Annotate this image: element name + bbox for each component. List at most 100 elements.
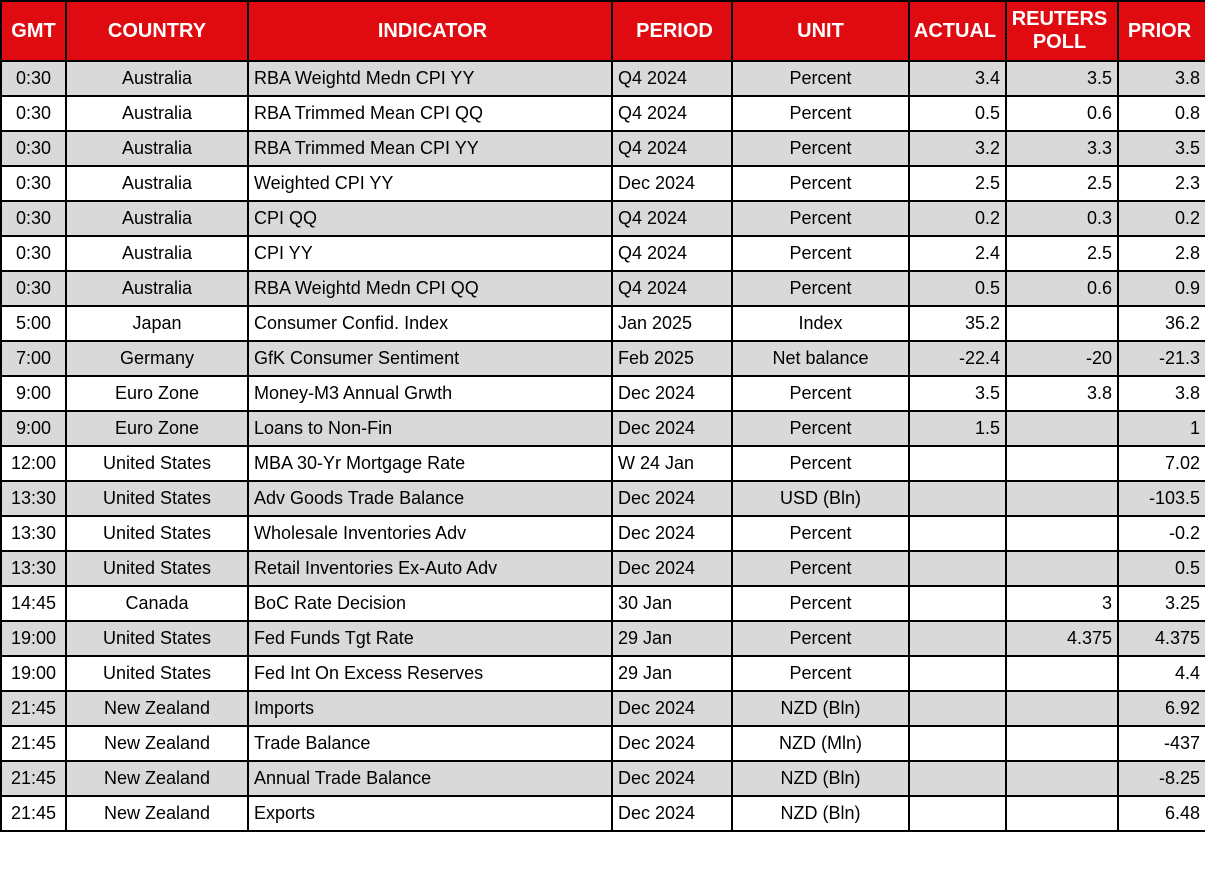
cell-actual[interactable] <box>908 795 1007 832</box>
cell-period[interactable]: Dec 2024 <box>611 165 733 202</box>
cell-poll[interactable] <box>1005 480 1119 517</box>
cell-poll[interactable] <box>1005 515 1119 552</box>
cell-country[interactable]: Canada <box>65 585 249 622</box>
cell-poll[interactable] <box>1005 305 1119 342</box>
cell-indicator[interactable]: Fed Funds Tgt Rate <box>247 620 613 657</box>
cell-indicator[interactable]: Money-M3 Annual Grwth <box>247 375 613 412</box>
cell-unit[interactable]: Percent <box>731 515 910 552</box>
col-header-actual[interactable]: ACTUAL <box>908 0 1007 62</box>
cell-prior[interactable]: 0.5 <box>1117 550 1205 587</box>
cell-actual[interactable] <box>908 515 1007 552</box>
cell-country[interactable]: United States <box>65 550 249 587</box>
col-header-prior[interactable]: PRIOR <box>1117 0 1205 62</box>
cell-indicator[interactable]: MBA 30-Yr Mortgage Rate <box>247 445 613 482</box>
cell-prior[interactable]: 3.8 <box>1117 60 1205 97</box>
cell-actual[interactable]: 0.5 <box>908 270 1007 307</box>
cell-period[interactable]: Dec 2024 <box>611 410 733 447</box>
col-header-reuters-poll[interactable]: REUTERS POLL <box>1005 0 1119 62</box>
cell-poll[interactable] <box>1005 795 1119 832</box>
cell-actual[interactable]: 3.5 <box>908 375 1007 412</box>
cell-prior[interactable]: 4.4 <box>1117 655 1205 692</box>
cell-unit[interactable]: Percent <box>731 130 910 167</box>
cell-country[interactable]: Australia <box>65 165 249 202</box>
cell-period[interactable]: Q4 2024 <box>611 95 733 132</box>
cell-gmt[interactable]: 0:30 <box>0 235 67 272</box>
cell-gmt[interactable]: 0:30 <box>0 95 67 132</box>
cell-unit[interactable]: Percent <box>731 165 910 202</box>
cell-indicator[interactable]: Annual Trade Balance <box>247 760 613 797</box>
cell-indicator[interactable]: Retail Inventories Ex-Auto Adv <box>247 550 613 587</box>
cell-indicator[interactable]: Exports <box>247 795 613 832</box>
cell-prior[interactable]: 3.8 <box>1117 375 1205 412</box>
cell-poll[interactable]: 0.6 <box>1005 270 1119 307</box>
cell-poll[interactable] <box>1005 550 1119 587</box>
cell-country[interactable]: United States <box>65 515 249 552</box>
cell-period[interactable]: Dec 2024 <box>611 725 733 762</box>
cell-poll[interactable]: 2.5 <box>1005 235 1119 272</box>
cell-poll[interactable] <box>1005 445 1119 482</box>
cell-gmt[interactable]: 19:00 <box>0 620 67 657</box>
cell-actual[interactable] <box>908 585 1007 622</box>
cell-indicator[interactable]: Consumer Confid. Index <box>247 305 613 342</box>
cell-unit[interactable]: Percent <box>731 60 910 97</box>
cell-prior[interactable]: 0.8 <box>1117 95 1205 132</box>
cell-country[interactable]: New Zealand <box>65 795 249 832</box>
cell-prior[interactable]: 4.375 <box>1117 620 1205 657</box>
cell-poll[interactable]: 2.5 <box>1005 165 1119 202</box>
cell-gmt[interactable]: 12:00 <box>0 445 67 482</box>
cell-prior[interactable]: 2.8 <box>1117 235 1205 272</box>
cell-period[interactable]: Q4 2024 <box>611 270 733 307</box>
cell-poll[interactable]: 3.3 <box>1005 130 1119 167</box>
cell-indicator[interactable]: RBA Weightd Medn CPI QQ <box>247 270 613 307</box>
col-header-gmt[interactable]: GMT <box>0 0 67 62</box>
cell-poll[interactable]: -20 <box>1005 340 1119 377</box>
cell-period[interactable]: Dec 2024 <box>611 550 733 587</box>
cell-prior[interactable]: 3.25 <box>1117 585 1205 622</box>
cell-period[interactable]: Dec 2024 <box>611 795 733 832</box>
cell-gmt[interactable]: 21:45 <box>0 795 67 832</box>
cell-country[interactable]: Euro Zone <box>65 375 249 412</box>
cell-gmt[interactable]: 0:30 <box>0 200 67 237</box>
cell-poll[interactable] <box>1005 760 1119 797</box>
cell-poll[interactable]: 4.375 <box>1005 620 1119 657</box>
cell-prior[interactable]: -8.25 <box>1117 760 1205 797</box>
cell-country[interactable]: Australia <box>65 60 249 97</box>
cell-indicator[interactable]: RBA Trimmed Mean CPI QQ <box>247 95 613 132</box>
cell-prior[interactable]: 1 <box>1117 410 1205 447</box>
cell-poll[interactable] <box>1005 410 1119 447</box>
cell-unit[interactable]: Percent <box>731 655 910 692</box>
cell-unit[interactable]: Percent <box>731 410 910 447</box>
cell-actual[interactable]: 3.2 <box>908 130 1007 167</box>
cell-prior[interactable]: 3.5 <box>1117 130 1205 167</box>
cell-country[interactable]: Australia <box>65 235 249 272</box>
cell-unit[interactable]: Percent <box>731 620 910 657</box>
cell-unit[interactable]: Percent <box>731 585 910 622</box>
cell-prior[interactable]: -103.5 <box>1117 480 1205 517</box>
cell-gmt[interactable]: 13:30 <box>0 515 67 552</box>
cell-unit[interactable]: Percent <box>731 375 910 412</box>
cell-prior[interactable]: -437 <box>1117 725 1205 762</box>
cell-gmt[interactable]: 9:00 <box>0 375 67 412</box>
cell-prior[interactable]: 6.92 <box>1117 690 1205 727</box>
cell-period[interactable]: 29 Jan <box>611 655 733 692</box>
cell-indicator[interactable]: Adv Goods Trade Balance <box>247 480 613 517</box>
cell-actual[interactable] <box>908 550 1007 587</box>
cell-country[interactable]: Australia <box>65 270 249 307</box>
cell-gmt[interactable]: 5:00 <box>0 305 67 342</box>
cell-actual[interactable]: 35.2 <box>908 305 1007 342</box>
cell-indicator[interactable]: GfK Consumer Sentiment <box>247 340 613 377</box>
cell-actual[interactable]: 0.5 <box>908 95 1007 132</box>
cell-period[interactable]: Q4 2024 <box>611 200 733 237</box>
cell-unit[interactable]: NZD (Bln) <box>731 760 910 797</box>
cell-gmt[interactable]: 13:30 <box>0 480 67 517</box>
cell-actual[interactable] <box>908 690 1007 727</box>
cell-unit[interactable]: Net balance <box>731 340 910 377</box>
cell-gmt[interactable]: 21:45 <box>0 725 67 762</box>
cell-period[interactable]: Dec 2024 <box>611 690 733 727</box>
cell-country[interactable]: United States <box>65 620 249 657</box>
cell-prior[interactable]: 0.9 <box>1117 270 1205 307</box>
col-header-period[interactable]: PERIOD <box>611 0 733 62</box>
cell-unit[interactable]: Percent <box>731 445 910 482</box>
cell-actual[interactable] <box>908 725 1007 762</box>
cell-period[interactable]: Q4 2024 <box>611 235 733 272</box>
